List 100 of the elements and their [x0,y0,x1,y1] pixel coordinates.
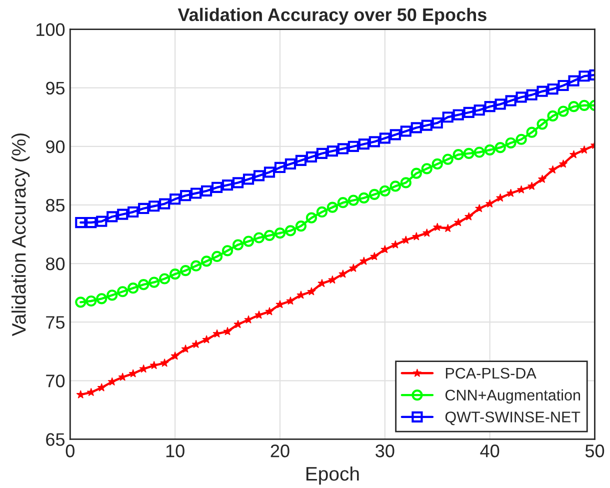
point [558,80,569,92]
point [432,117,443,129]
point [370,252,379,260]
point [337,143,348,154]
point [379,185,390,196]
point [442,154,454,165]
point [264,166,276,178]
point [222,245,234,256]
point [75,296,86,308]
point [391,240,400,248]
point [211,182,223,193]
point [380,244,390,254]
x-tick-label: 20 [270,444,290,458]
point [326,202,338,213]
point [505,95,516,106]
point [148,276,160,288]
point [474,104,485,116]
point [421,120,432,131]
x-tick-label: 0 [66,444,74,458]
point [295,220,307,232]
point [578,100,590,111]
point [138,279,150,290]
point [202,335,211,344]
point [128,369,138,378]
point [284,158,296,170]
legend-label: QWT-SWINSE-NET [445,412,580,426]
point [148,200,160,212]
point [338,270,348,278]
point [390,129,401,140]
point [86,295,97,307]
point [358,138,370,150]
point [348,194,359,206]
point [159,198,170,210]
point [223,326,232,336]
point [348,140,359,152]
point [190,188,202,199]
point [452,109,464,120]
y-tick-label: 65 [46,433,65,446]
y-tick-label: 70 [46,374,65,388]
point [150,360,158,370]
point [358,192,370,204]
point [486,199,494,208]
point [410,168,422,179]
point [328,275,337,284]
point [211,250,223,262]
point [390,180,401,192]
point [379,132,390,144]
point [170,268,181,280]
point [160,358,169,367]
point [484,101,496,112]
point [569,150,578,158]
point [454,218,463,226]
point [253,232,265,244]
point [117,208,128,220]
legend-label: PCA-PLS-DA [446,368,536,379]
point [452,149,464,160]
point [400,177,412,188]
y-tick-label: 85 [46,198,65,212]
point [547,83,558,95]
point [232,177,244,188]
point [180,190,192,202]
point [75,216,86,228]
point [234,320,242,328]
point [484,144,496,156]
point [538,174,547,183]
point [536,86,548,97]
point [410,122,422,134]
point [284,225,296,236]
point [547,110,558,122]
point [548,165,558,174]
point [475,204,484,212]
x-axis-title: Epoch [306,466,359,485]
point [117,286,128,298]
point [337,197,348,208]
chart-title: Validation Accuracy over 50 Epochs [178,8,486,25]
point [568,101,580,112]
point [159,273,170,284]
point [578,70,590,82]
point [128,282,139,294]
point [580,145,589,154]
x-tick-label: 50 [585,444,604,458]
point [180,264,192,276]
point [494,98,506,110]
point [464,212,474,220]
point [286,296,295,305]
legend-label: CNN+Augmentation [445,389,580,404]
point [200,185,212,196]
point [505,137,516,148]
point [128,206,139,218]
point [421,163,432,174]
point [170,194,181,205]
y-tick-label: 95 [46,82,65,95]
point [170,352,180,360]
point [360,256,368,265]
point [432,158,443,170]
point [200,256,212,267]
point [526,126,538,138]
point [306,151,318,162]
point [138,202,150,214]
x-tick-label: 10 [166,444,184,458]
